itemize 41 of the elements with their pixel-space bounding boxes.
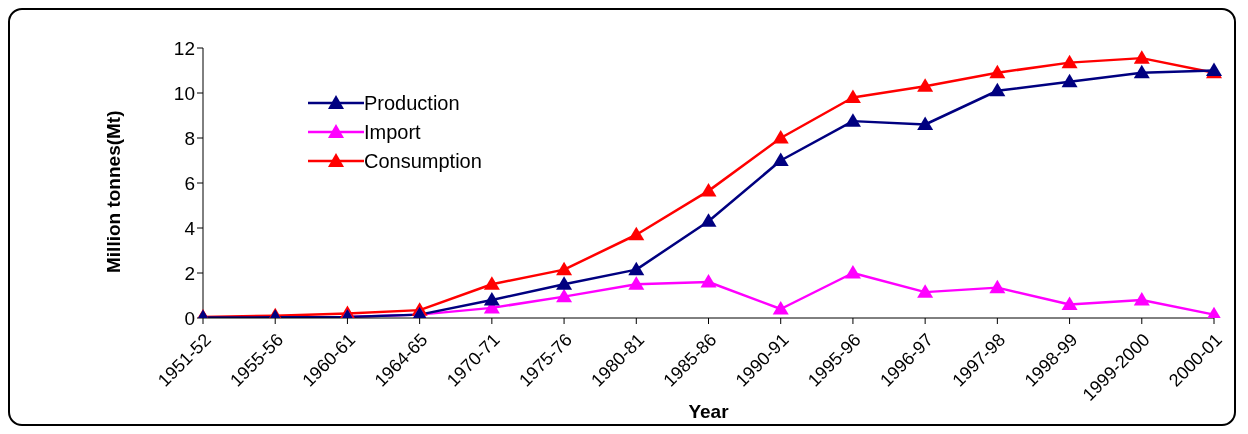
point [628, 276, 645, 290]
y-tick-label: 12 [173, 37, 195, 59]
point [1133, 64, 1150, 79]
point [628, 261, 645, 276]
point [844, 113, 861, 127]
point [989, 64, 1006, 79]
point [844, 89, 861, 104]
y-axis-title: Million tonnes(Mt) [102, 110, 124, 273]
point [1061, 296, 1078, 311]
y-tick-label: 2 [184, 262, 195, 284]
point [917, 284, 934, 298]
x-axis-title: Year [688, 401, 730, 422]
point [700, 274, 717, 288]
point [556, 288, 573, 303]
y-tick-label: 10 [173, 82, 195, 104]
legend-label: Consumption [364, 148, 482, 174]
y-tick-label: 6 [184, 172, 195, 194]
point [1061, 73, 1078, 88]
point [483, 292, 500, 306]
point [556, 261, 573, 276]
point [1061, 54, 1078, 69]
point [556, 276, 573, 290]
point [772, 152, 789, 167]
point [917, 78, 934, 92]
point [772, 130, 789, 144]
point [483, 276, 500, 290]
point [628, 226, 645, 241]
point [989, 82, 1006, 97]
point [772, 301, 789, 315]
point [989, 279, 1006, 294]
point [1133, 50, 1150, 64]
point [700, 213, 717, 227]
legend-label: Production [364, 90, 460, 116]
y-tick-label: 4 [184, 217, 196, 239]
point [844, 265, 861, 279]
point [917, 116, 934, 131]
legend-label: Import [364, 119, 421, 145]
point [1133, 292, 1150, 306]
point [700, 182, 717, 197]
y-tick-label: 8 [184, 127, 195, 149]
y-tick-label: 0 [184, 307, 195, 329]
